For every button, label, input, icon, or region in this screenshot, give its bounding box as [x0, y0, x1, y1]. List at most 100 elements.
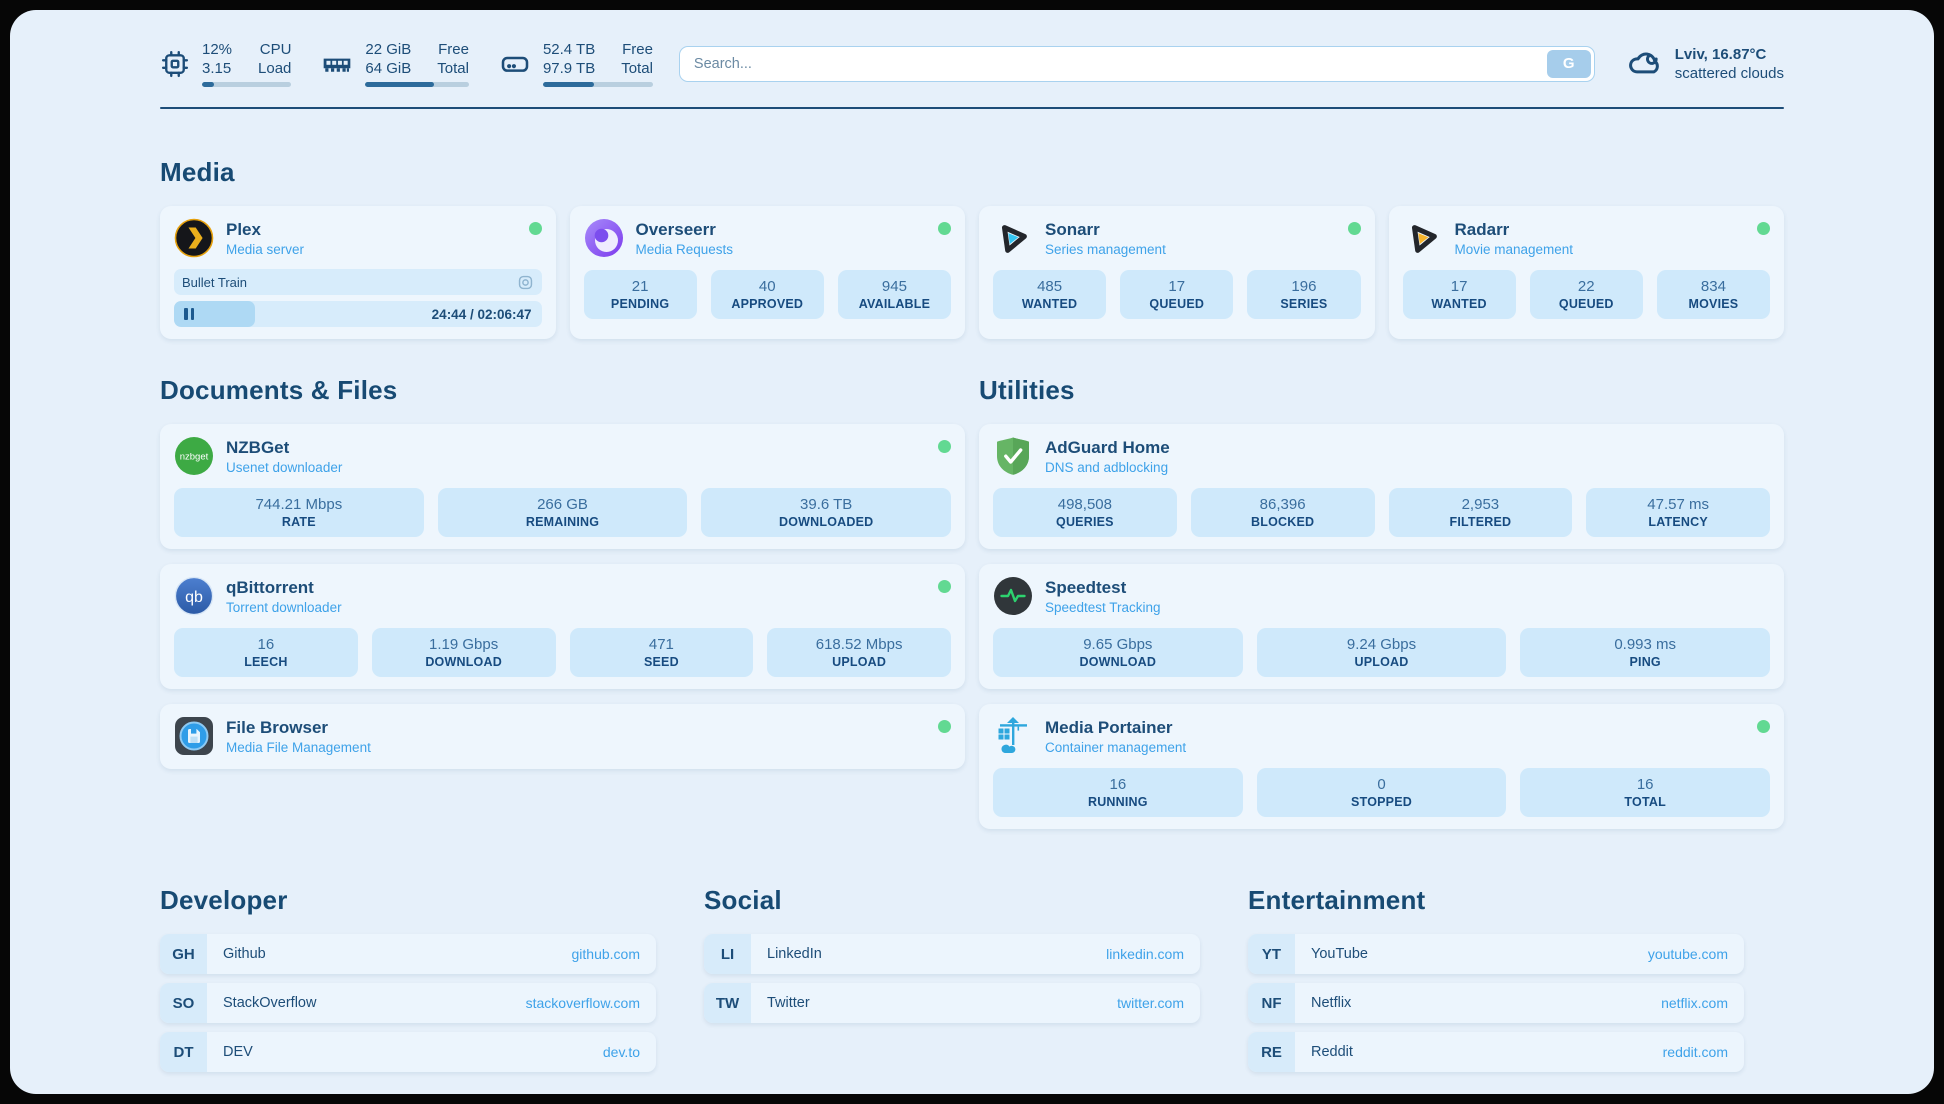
bookmarks-area: Developer GH Github github.com SO StackO… [160, 885, 1744, 1081]
stat-approved: 40 APPROVED [710, 270, 824, 319]
bookmark-link-youtube[interactable]: YT YouTube youtube.com [1248, 934, 1744, 974]
bookmark-link-netflix[interactable]: NF Netflix netflix.com [1248, 983, 1744, 1023]
service-card-radarr[interactable]: Radarr Movie management 17 WANTED 22 QUEUE… [1388, 206, 1784, 339]
service-name: Speedtest [1045, 578, 1127, 597]
service-description: Movie management [1454, 242, 1574, 257]
cpu-load-label: Load [258, 60, 292, 77]
section-media: Media Plex Media server Bullet Train [160, 157, 1784, 339]
memory-progress-bar [365, 82, 469, 87]
speedtest-icon [993, 576, 1033, 616]
stat-remaining: 266 GB REMAINING [437, 488, 688, 537]
status-dot [938, 440, 951, 453]
stat-rate: 744.21 Mbps RATE [174, 488, 424, 537]
playback-progress-bar: 24:44 / 02:06:47 [174, 301, 542, 327]
bookmark-abbr: SO [160, 983, 207, 1023]
status-dot [1757, 222, 1770, 235]
service-card-qbittorrent[interactable]: qb qBittorrent Torrent downloader 16 LEEC… [160, 564, 965, 689]
bookmark-url: youtube.com [1647, 946, 1728, 962]
stat-latency: 47.57 ms LATENCY [1586, 488, 1770, 537]
dashboard-page: 12% 3.15 CPU Load 22 GiB 64 GiB Free Total [10, 10, 1934, 1094]
search-provider-button[interactable]: G [1546, 49, 1591, 78]
weather-widget: Lviv, 16.87°C scattered clouds [1625, 41, 1784, 86]
service-card-portainer[interactable]: Media Portainer Container management 16 R… [979, 704, 1784, 829]
service-card-adguard[interactable]: AdGuard Home DNS and adblocking 498,508 Q… [979, 424, 1784, 549]
service-description: Media File Management [226, 740, 371, 755]
cpu-widget: 12% 3.15 CPU Load [160, 40, 292, 87]
cpu-progress-bar [202, 82, 292, 87]
bookmark-link-twitter[interactable]: TW Twitter twitter.com [704, 983, 1200, 1023]
plex-icon [174, 218, 214, 258]
search-bar: G [678, 45, 1595, 82]
memory-widget: 22 GiB 64 GiB Free Total [321, 40, 469, 87]
bookmark-label: Github [223, 946, 266, 962]
service-card-overseerr[interactable]: Overseerr Media Requests 21 PENDING 40 APP… [569, 206, 965, 339]
stat-upload: 9.24 Gbps UPLOAD [1256, 628, 1507, 677]
bookmark-link-dev[interactable]: DT DEV dev.to [160, 1032, 656, 1072]
pause-icon[interactable] [184, 308, 194, 320]
service-description: Usenet downloader [226, 460, 343, 475]
resource-widgets: 12% 3.15 CPU Load 22 GiB 64 GiB Free Total [160, 40, 653, 87]
service-card-filebrowser[interactable]: File Browser Media File Management [160, 704, 965, 769]
memory-icon [321, 48, 353, 80]
section-title-documents: Documents & Files [160, 375, 398, 405]
bookmark-link-reddit[interactable]: RE Reddit reddit.com [1248, 1032, 1744, 1072]
bookmark-abbr: RE [1248, 1032, 1295, 1072]
stat-queued: 17 QUEUED [1120, 270, 1234, 319]
portainer-icon [993, 716, 1033, 756]
service-name: AdGuard Home [1045, 438, 1170, 457]
service-card-sonarr[interactable]: Sonarr Series management 485 WANTED 17 QUE… [979, 206, 1375, 339]
stat-download: 1.19 Gbps DOWNLOAD [371, 628, 556, 677]
section-documents: Documents & Files nzbget NZBGet Usenet d… [160, 375, 965, 829]
bookmark-abbr: LI [704, 934, 751, 974]
bookmark-link-stackoverflow[interactable]: SO StackOverflow stackoverflow.com [160, 983, 656, 1023]
service-card-speedtest[interactable]: Speedtest Speedtest Tracking 9.65 Gbps DO… [979, 564, 1784, 689]
stat-movies: 834 MOVIES [1656, 270, 1771, 319]
svg-text:nzbget: nzbget [180, 452, 209, 463]
disk-total-value: 97.9 TB [542, 60, 596, 77]
status-dot [1757, 720, 1770, 733]
plex-now-playing: Bullet Train 24:44 / 02:06:47 [174, 269, 542, 327]
service-name: Media Portainer [1045, 718, 1173, 737]
status-dot [938, 580, 951, 593]
radarr-icon [1403, 218, 1443, 258]
service-card-nzbget[interactable]: nzbget NZBGet Usenet downloader 744.21 M… [160, 424, 965, 549]
qbittorrent-icon: qb [174, 576, 214, 616]
svg-text:qb: qb [185, 589, 203, 606]
service-description: DNS and adblocking [1045, 460, 1169, 475]
stat-series: 196 SERIES [1247, 270, 1361, 319]
stat-running: 16 RUNNING [993, 768, 1243, 817]
bookmark-label: YouTube [1311, 946, 1368, 962]
service-name: Sonarr [1045, 220, 1100, 239]
disk-free-label: Free [622, 41, 653, 58]
bookmark-group-title: Entertainment [1248, 885, 1426, 915]
stat-queries: 498,508 QUERIES [993, 488, 1177, 537]
memory-free-label: Free [438, 41, 469, 58]
bookmark-link-github[interactable]: GH Github github.com [160, 934, 656, 974]
disk-widget: 52.4 TB 97.9 TB Free Total [499, 40, 653, 87]
service-name: File Browser [226, 718, 329, 737]
search-input[interactable] [678, 45, 1595, 82]
section-title-utilities: Utilities [979, 375, 1075, 405]
playback-time: 24:44 / 02:06:47 [431, 306, 532, 322]
bookmark-label: Netflix [1311, 995, 1352, 1011]
stat-available: 945 AVAILABLE [837, 270, 952, 319]
bookmark-link-linkedin[interactable]: LI LinkedIn linkedin.com [704, 934, 1200, 974]
cloud-icon [1625, 41, 1665, 86]
disk-progress-bar [542, 82, 653, 87]
stat-leech: 16 LEECH [174, 628, 358, 677]
weather-location: Lviv, 16.87°C [1674, 45, 1767, 63]
bookmark-abbr: DT [160, 1032, 207, 1072]
bookmark-url: reddit.com [1662, 1044, 1728, 1060]
bookmark-url: github.com [571, 946, 640, 962]
status-dot [938, 720, 951, 733]
stat-wanted: 17 WANTED [1402, 270, 1516, 319]
service-card-plex[interactable]: Plex Media server Bullet Train [160, 206, 556, 339]
stat-blocked: 86,396 BLOCKED [1190, 488, 1375, 537]
bookmark-url: dev.to [602, 1044, 640, 1060]
service-description: Speedtest Tracking [1045, 600, 1161, 615]
memory-total-value: 64 GiB [365, 60, 412, 77]
service-name: NZBGet [226, 438, 290, 457]
stat-filtered: 2,953 FILTERED [1388, 488, 1573, 537]
service-name: qBittorrent [226, 578, 314, 597]
bookmark-label: Twitter [767, 995, 810, 1011]
